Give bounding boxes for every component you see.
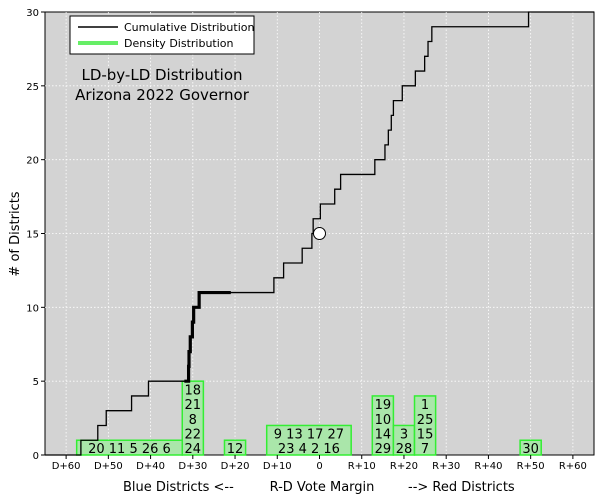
density-bar-label: 8 — [189, 413, 197, 428]
density-bar-label: 28 — [396, 442, 413, 457]
cumulative-line — [45, 11, 594, 456]
x-axis-label-right: --> Red Districts — [408, 480, 515, 495]
x-tick-label: 0 — [316, 461, 322, 472]
x-tick-label: R+10 — [348, 461, 376, 472]
legend: Cumulative Distribution Density Distribu… — [69, 15, 255, 55]
x-axis-label: R-D Vote Margin — [270, 480, 375, 495]
y-tick-label: 20 — [26, 156, 39, 167]
density-bar-label: 30 — [522, 442, 539, 457]
x-tick-label: R+30 — [432, 461, 460, 472]
legend-box — [69, 15, 255, 55]
density-distribution — [75, 380, 542, 456]
x-tick-label: R+40 — [474, 461, 502, 472]
density-bar — [265, 424, 352, 456]
density-bar-label: 10 — [375, 413, 392, 428]
density-bar-label: 24 — [185, 442, 202, 457]
x-tick-label: D+20 — [221, 461, 250, 472]
x-axis-label-left: Blue Districts <-- — [123, 480, 234, 495]
cumulative-line-bold — [184, 290, 231, 383]
density-bar-label: 18 — [185, 384, 202, 399]
density-bar-label: 29 — [375, 442, 392, 457]
chart-title-line-2: Arizona 2022 Governor — [75, 86, 250, 104]
x-axis-ticks: D+60 D+50 D+40 D+30 D+20 D+10 0 R+10 R+20 R+30 R+4… — [52, 455, 587, 472]
y-tick-label: 5 — [33, 377, 39, 388]
x-tick-label: D+60 — [52, 461, 81, 472]
legend-cumulative-label: Cumulative Distribution — [124, 21, 254, 34]
density-bar-label: 15 — [417, 427, 434, 442]
grid — [45, 12, 594, 455]
x-tick-label: R+60 — [559, 461, 587, 472]
y-tick-label: 10 — [26, 303, 39, 314]
density-bar-label: 23 4 2 16 — [278, 442, 340, 457]
density-bar-label: 14 — [375, 427, 392, 442]
density-bar-label: 22 — [185, 427, 202, 442]
density-bar-label: 9 13 17 27 — [274, 427, 344, 442]
density-bar-label: 19 — [375, 398, 392, 413]
cumulative-distribution — [45, 11, 594, 456]
y-tick-label: 15 — [26, 230, 39, 241]
density-bar-label: 12 — [227, 442, 244, 457]
y-axis-label: # of Districts — [8, 191, 23, 276]
density-bar-label: 1 — [421, 398, 429, 413]
y-tick-label: 25 — [26, 82, 39, 93]
x-tick-label: D+10 — [263, 461, 292, 472]
y-tick-label: 0 — [33, 451, 39, 462]
y-tick-label: 30 — [26, 8, 39, 19]
density-bar-label: 3 — [400, 427, 408, 442]
density-bar-label: 20 11 5 26 6 — [88, 442, 171, 457]
x-tick-label: R+20 — [390, 461, 418, 472]
x-tick-label: D+50 — [94, 461, 123, 472]
density-bar — [413, 395, 437, 456]
median-marker — [313, 227, 326, 240]
y-axis-ticks: 0 5 10 15 20 25 30 — [26, 8, 45, 462]
x-tick-label: D+30 — [178, 461, 207, 472]
x-tick-label: D+40 — [136, 461, 165, 472]
x-tick-label: R+50 — [517, 461, 545, 472]
density-bar-label: 21 — [185, 398, 202, 413]
density-bar-label: 25 — [417, 413, 434, 428]
chart-title-line-1: LD-by-LD Distribution — [81, 66, 242, 84]
legend-density-label: Density Distribution — [124, 37, 234, 50]
density-bar-label: 7 — [421, 442, 429, 457]
